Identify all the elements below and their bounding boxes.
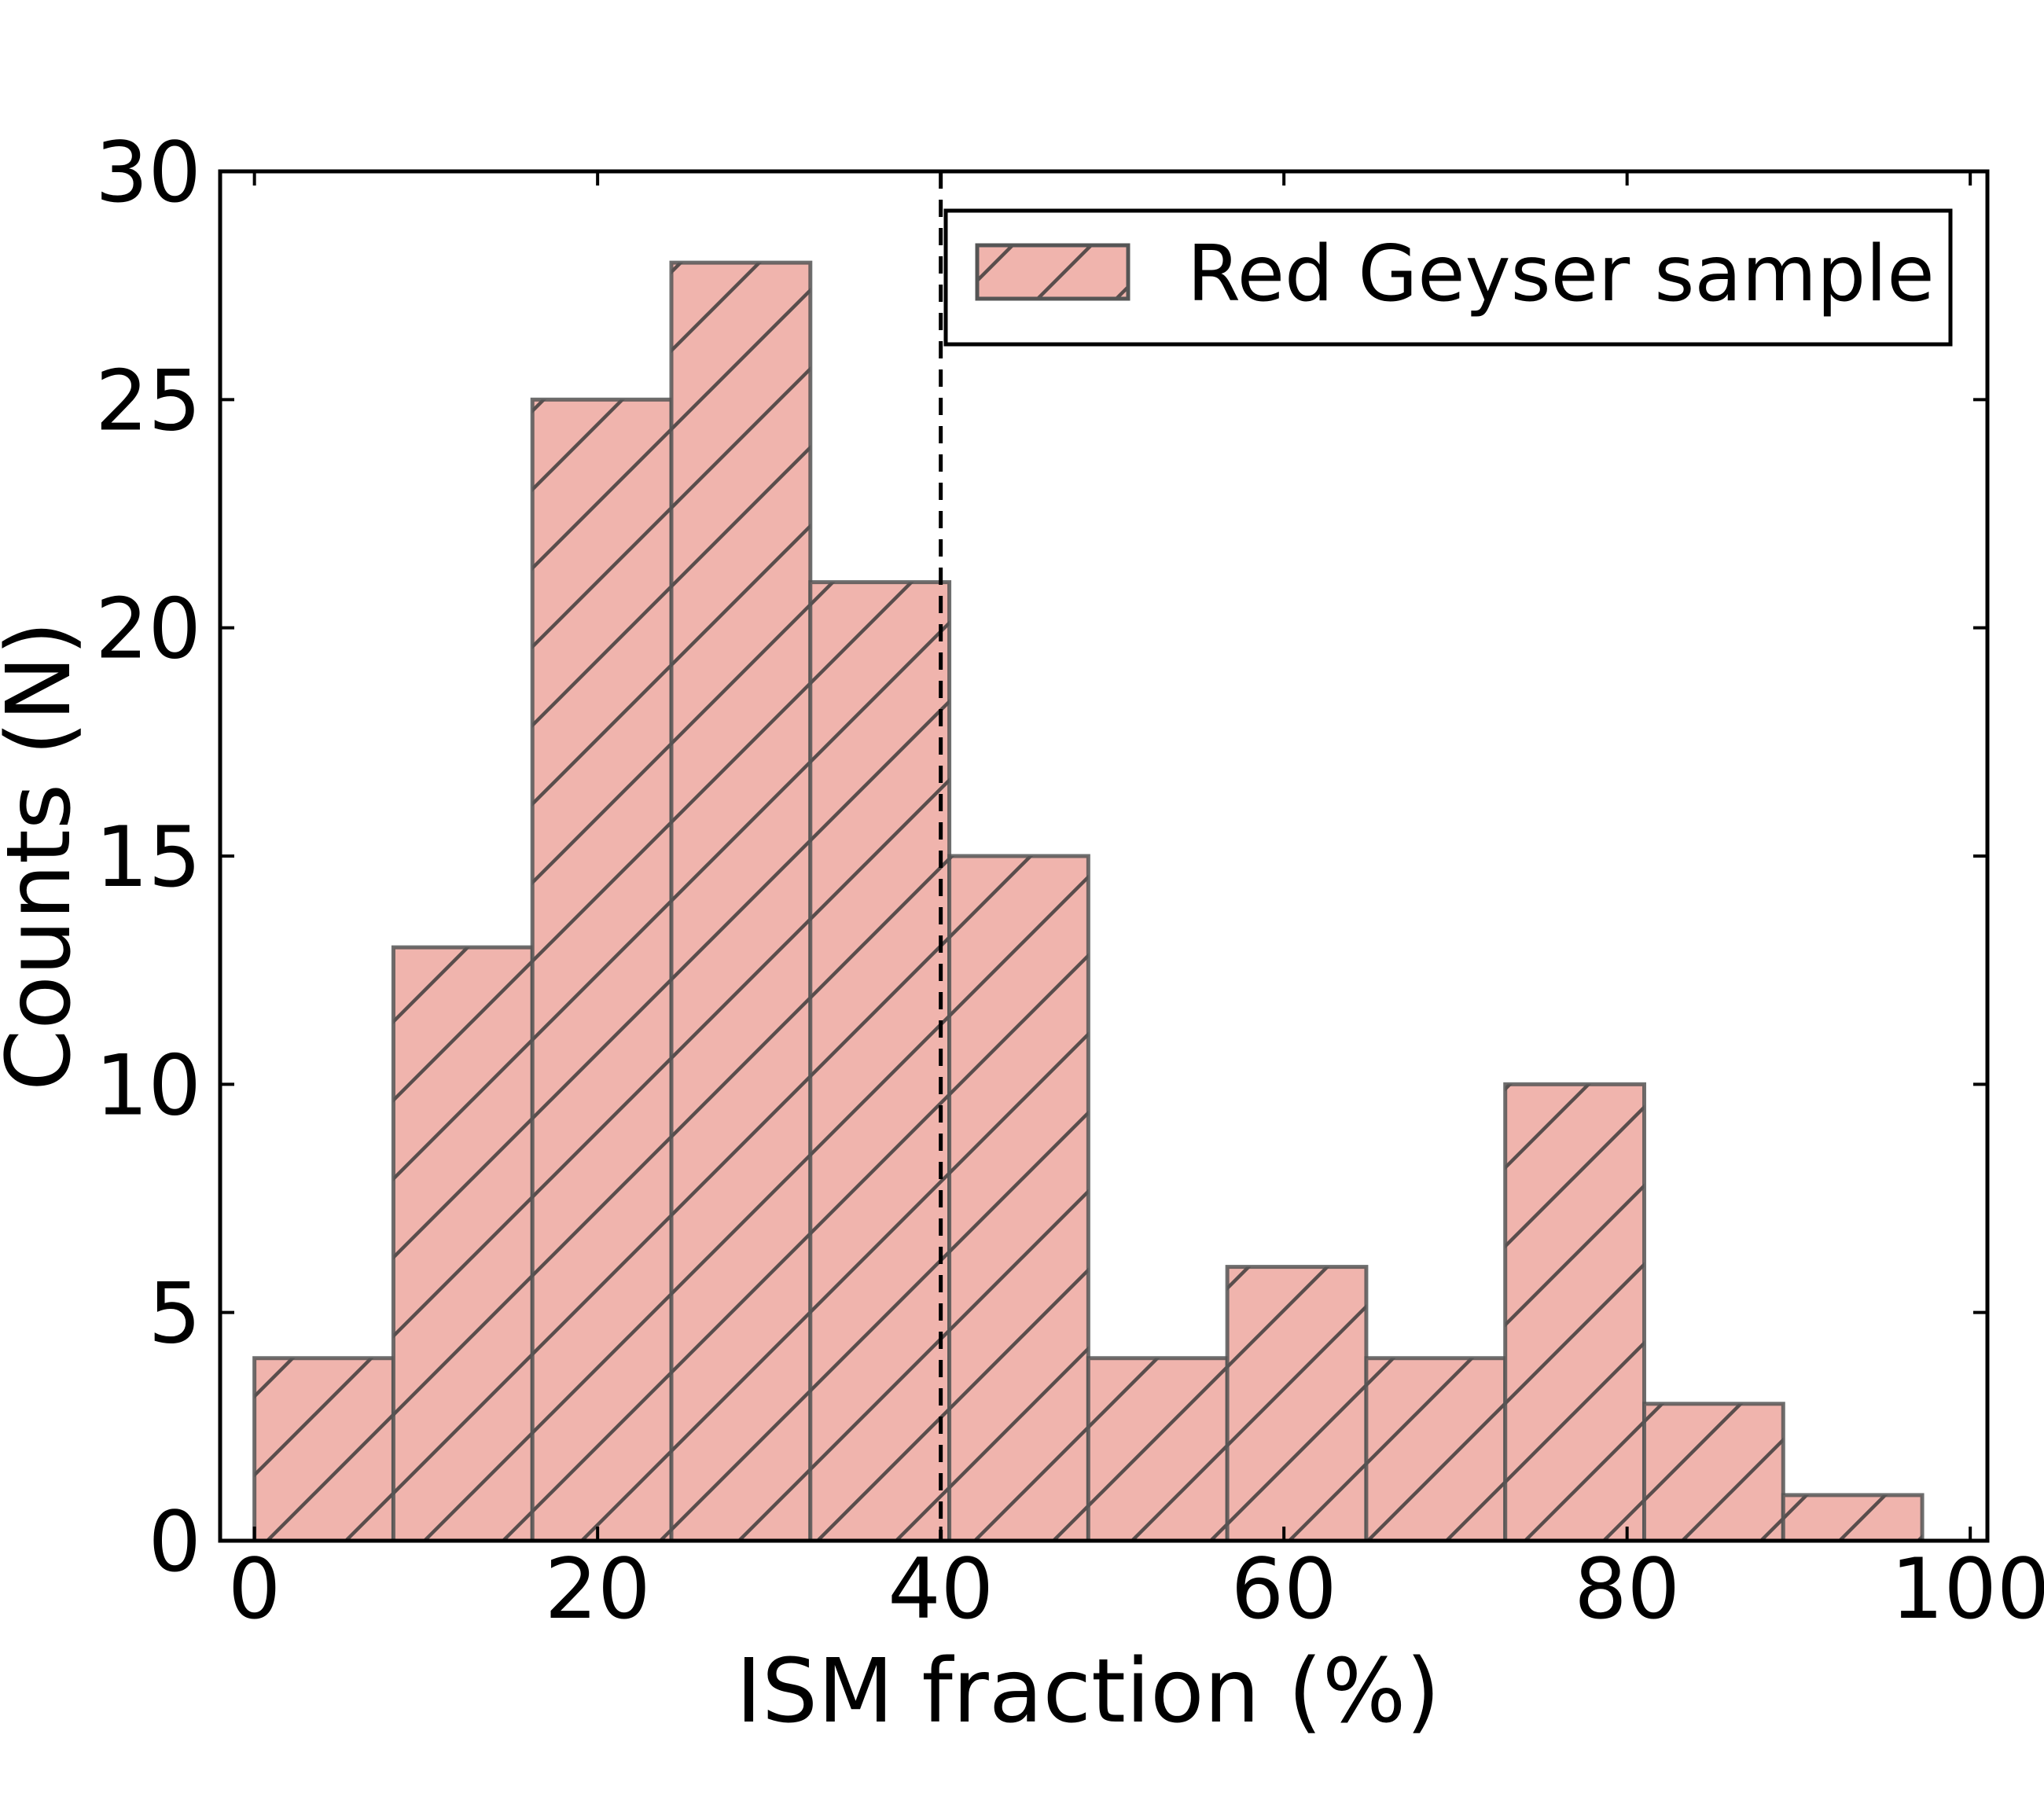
legend-swatch	[975, 243, 1130, 301]
legend-label: Red Geyser sample	[1187, 230, 1935, 319]
histogram-bar	[1225, 1265, 1369, 1543]
histogram-bar	[1503, 1082, 1646, 1543]
y-tick-label: 5	[149, 1266, 201, 1362]
histogram-bar	[808, 580, 952, 1543]
histogram-bar	[391, 945, 535, 1543]
x-axis-title: ISM fraction (%)	[736, 1641, 1440, 1743]
histogram-bar	[1641, 1402, 1785, 1543]
histogram-bar	[252, 1356, 395, 1543]
x-tick-label: 80	[1574, 1541, 1680, 1637]
y-tick-label: 30	[95, 124, 201, 221]
legend: Red Geyser sample	[943, 208, 1953, 347]
bars-layer	[252, 260, 1925, 1543]
tick-labels: 0 20 40 60 80 100 0 5 10 15 20 25 30	[95, 124, 2044, 1637]
y-tick-label: 20	[95, 581, 201, 678]
histogram-bar	[530, 397, 674, 1543]
x-tick-label: 60	[1231, 1541, 1337, 1637]
histogram-bar	[669, 260, 813, 1543]
y-tick-label: 10	[95, 1037, 201, 1134]
x-tick-label: 40	[888, 1541, 994, 1637]
y-axis-title: Counts (N)	[0, 621, 90, 1091]
histogram-bar	[947, 854, 1090, 1543]
histogram-bar	[1086, 1356, 1230, 1543]
x-tick-label: 20	[545, 1541, 651, 1637]
y-tick-label: 25	[95, 352, 201, 449]
y-tick-label: 0	[149, 1494, 201, 1590]
axis-ticks	[220, 170, 1987, 1542]
y-tick-label: 15	[95, 809, 201, 906]
x-tick-label: 100	[1891, 1541, 2044, 1637]
x-tick-label: 0	[228, 1541, 281, 1637]
histogram-bar	[1781, 1493, 1925, 1543]
histogram-bar	[1364, 1356, 1508, 1543]
